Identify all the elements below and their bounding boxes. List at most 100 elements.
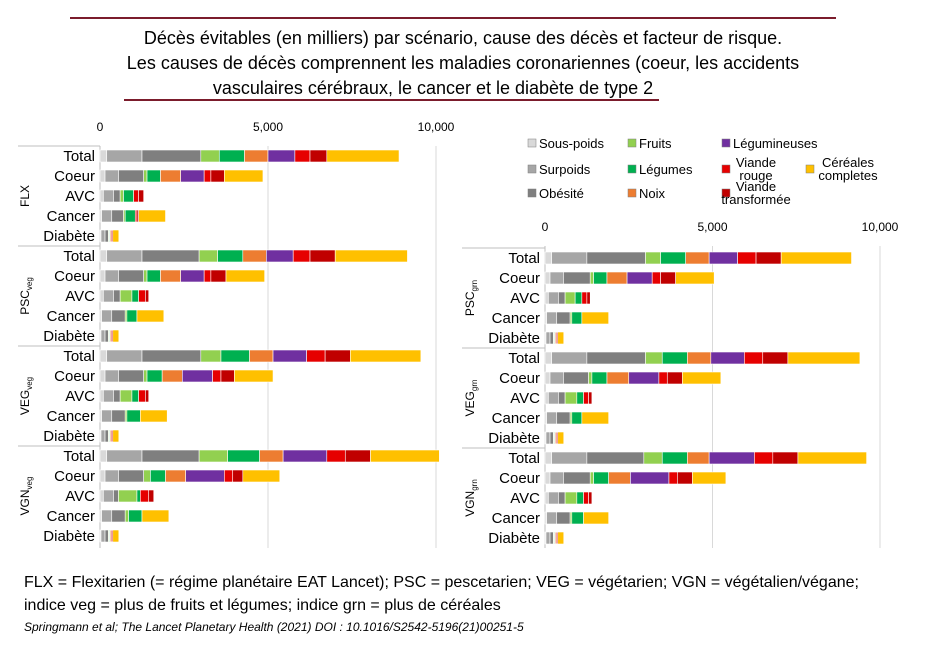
cause-label-total: Total <box>63 348 95 365</box>
legend-label-legumes: Légumes <box>639 162 693 177</box>
bar-segment-sous-poids <box>544 291 549 305</box>
bar-segment-obesite <box>113 489 119 503</box>
bar-segment-obesite <box>118 369 144 383</box>
x-tick-label: 10,000 <box>862 220 899 234</box>
bar-segment-legumes <box>576 491 584 505</box>
scenario-label-veg-veg: VEGveg <box>18 377 34 415</box>
bar-segment-obesite <box>558 291 566 305</box>
bar-segment-viande-transformee <box>666 371 683 385</box>
chart-title-line-2: Les causes de décès comprennent les mala… <box>126 53 800 73</box>
legend-swatch-cereales-completes <box>805 164 815 174</box>
bar-segment-fruits <box>645 351 663 365</box>
bar-segment-surpoids <box>106 349 143 363</box>
bar-segment-fruits <box>589 471 594 485</box>
bar-segment-fruits <box>564 391 578 405</box>
legend-label-obesite: Obésité <box>539 186 584 201</box>
bar-segment-viande-transformee <box>755 251 782 265</box>
bar-segment-obesite <box>113 389 121 403</box>
bar-segment-obesite <box>111 509 126 523</box>
cause-label-coeur: Coeur <box>499 470 540 487</box>
bar-segment-cereales-completes <box>581 411 609 425</box>
bar-segment-surpoids <box>548 291 559 305</box>
bar-segment-obesite <box>558 391 566 405</box>
bar-segment-obesite <box>586 451 645 465</box>
legend-label-legumineuses: Légumineuses <box>733 136 818 151</box>
bar-segment-cereales-completes <box>140 409 168 423</box>
chart-title-line-1: Décès évitables (en milliers) par scénar… <box>143 28 783 48</box>
bar-segment-surpoids <box>546 411 558 425</box>
cause-label-total: Total <box>508 250 540 267</box>
citation: Springmann et al; The Lancet Planetary H… <box>24 620 524 634</box>
legend-swatch-surpoids <box>527 164 537 174</box>
bar-segment-legumineuses <box>185 469 225 483</box>
cause-label-total: Total <box>508 350 540 367</box>
scenario-label-flx: FLX <box>18 185 32 207</box>
cause-label-avc: AVC <box>65 388 95 405</box>
bar-segment-sous-poids <box>99 269 106 283</box>
legend-label-fruits: Fruits <box>639 136 672 151</box>
scenario-label-vgn-veg: VGNveg <box>18 477 34 516</box>
legend-label-noix: Noix <box>639 186 666 201</box>
cause-label-cancer: Cancer <box>47 308 95 325</box>
bar-segment-cereales-completes <box>557 431 565 445</box>
bar-segment-cereales-completes <box>350 349 422 363</box>
bar-segment-cereales-completes <box>326 149 400 163</box>
bar-segment-sous-poids <box>544 391 549 405</box>
bar-segment-fruits <box>119 289 133 303</box>
bar-segment-surpoids <box>546 511 558 525</box>
bar-segment-surpoids <box>106 249 143 263</box>
bar-segment-legumes <box>661 351 688 365</box>
bar-segment-legumineuses <box>266 249 294 263</box>
bar-segment-legumes <box>571 511 584 525</box>
bar-segment-legumes <box>218 149 245 163</box>
bar-segment-viande-transformee <box>210 269 227 283</box>
cause-label-avc: AVC <box>510 390 540 407</box>
bar-segment-legumineuses <box>626 271 653 285</box>
bar-segment-legumes <box>128 509 143 523</box>
bar-segment-legumineuses <box>628 371 660 385</box>
bar-segment-legumineuses <box>710 351 745 365</box>
bar-segment-viande-rouge <box>658 371 668 385</box>
bar-segment-viande-rouge <box>754 451 774 465</box>
bar-segment-surpoids <box>545 431 551 445</box>
bar-segment-surpoids <box>104 169 119 183</box>
bar-segment-fruits <box>564 491 578 505</box>
bar-segment-fruits <box>119 189 124 203</box>
bar-segment-surpoids <box>106 149 143 163</box>
title-rule-bottom <box>124 99 659 101</box>
bar-segment-viande-rouge <box>326 449 346 463</box>
bar-segment-legumes <box>220 349 250 363</box>
cause-label-cancer: Cancer <box>492 310 540 327</box>
bar-segment-surpoids <box>103 289 114 303</box>
bar-segment-sous-poids <box>99 489 104 503</box>
bar-segment-sous-poids <box>544 451 552 465</box>
bar-segment-viande-transformee <box>588 391 593 405</box>
bar-segment-viande-rouge <box>212 369 222 383</box>
bar-segment-viande-transformee <box>220 369 235 383</box>
bar-segment-obesite <box>104 229 109 243</box>
bar-segment-legumineuses <box>180 269 205 283</box>
cause-label-avc: AVC <box>510 490 540 507</box>
bar-segment-cereales-completes <box>224 169 264 183</box>
bar-segment-legumineuses <box>272 349 307 363</box>
bar-segment-noix <box>606 371 630 385</box>
bar-segment-viande-transformee <box>677 471 693 485</box>
bar-segment-sous-poids <box>544 351 552 365</box>
cause-label-coeur: Coeur <box>54 168 95 185</box>
bar-segment-legumineuses <box>182 369 213 383</box>
bar-segment-sous-poids <box>99 149 108 163</box>
bar-segment-viande-transformee <box>324 349 351 363</box>
scenario-label-vgn-grn: VGNgrn <box>463 479 479 517</box>
bar-segment-surpoids <box>551 451 588 465</box>
footnote-line-2: indice veg = plus de fruits et légumes; … <box>24 597 501 614</box>
cause-label-cancer: Cancer <box>492 510 540 527</box>
bar-segment-cereales-completes <box>334 249 408 263</box>
cause-label-total: Total <box>63 448 95 465</box>
bar-segment-obesite <box>556 311 571 325</box>
bar-segment-legumineuses <box>267 149 296 163</box>
bar-segment-fruits <box>589 271 594 285</box>
bar-segment-viande-transformee <box>309 149 328 163</box>
bar-segment-legumineuses <box>708 251 738 265</box>
bar-segment-cereales-completes <box>557 531 565 545</box>
bar-segment-obesite <box>556 511 571 525</box>
